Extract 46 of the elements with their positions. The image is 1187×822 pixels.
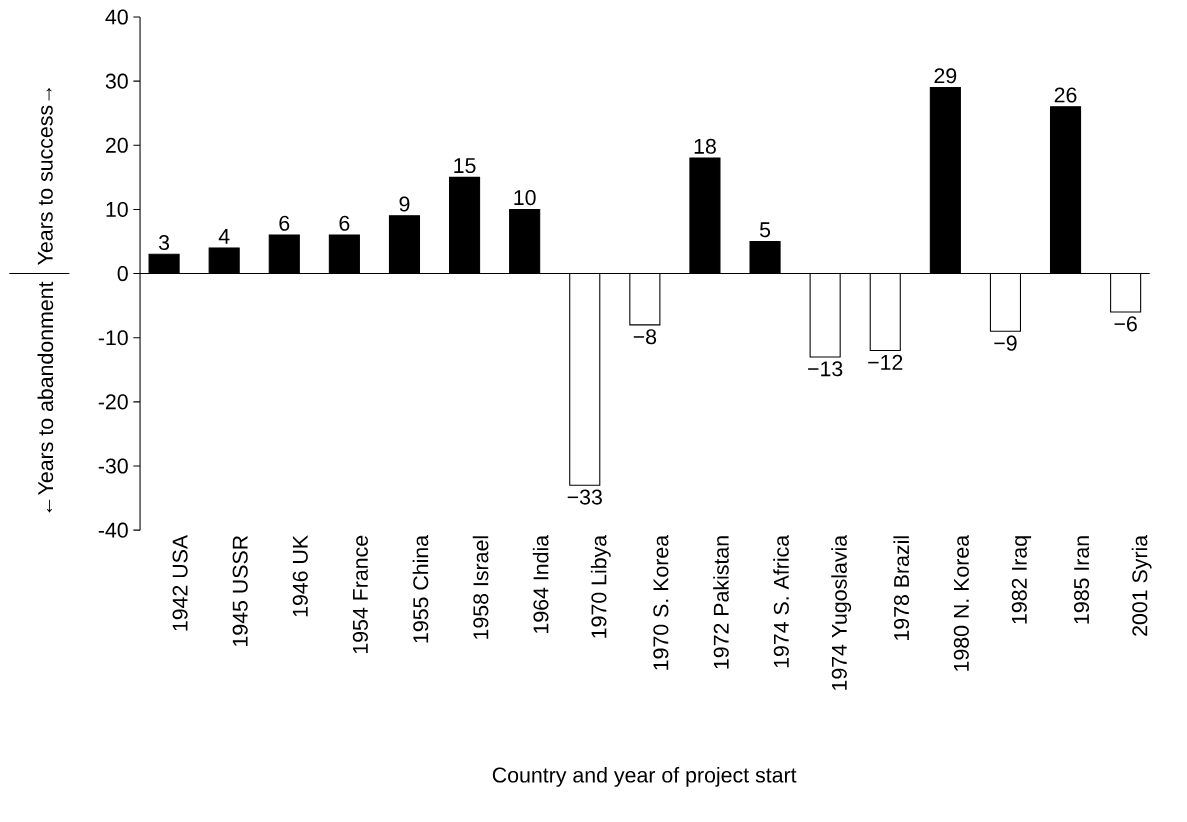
data-label: −6 <box>1114 316 1137 332</box>
data-label: 29 <box>934 68 957 84</box>
x-tick-label: 1970 S. Korea <box>653 534 669 670</box>
x-tick-label: 1946 UK <box>292 535 308 617</box>
data-label: 6 <box>279 215 290 231</box>
x-tick-label: 1974 S. Africa <box>773 534 789 668</box>
x-tick-label: 1982 Iraq <box>1011 536 1032 624</box>
data-label: 15 <box>454 158 476 173</box>
x-tick-label: 1955 China <box>412 534 429 643</box>
y-tick-label: -10 <box>98 330 128 346</box>
x-tick-label: 1945 USSR <box>232 535 248 646</box>
x-tick-label: 1954 France <box>352 535 368 653</box>
y-tick-label: -40 <box>98 522 128 538</box>
x-tick-label: 2001 Syria <box>1131 534 1152 636</box>
y-tick-label: 10 <box>106 201 128 217</box>
data-label: 6 <box>339 215 350 231</box>
x-tick-label: 1974 Yugoslavia <box>831 534 852 690</box>
y-tick-label: 40 <box>105 9 128 25</box>
x-tick-label: 1972 Pakistan <box>713 536 729 669</box>
data-label: 4 <box>218 228 230 244</box>
x-tick-label: 1985 Iran <box>1073 536 1090 624</box>
data-label: −9 <box>994 335 1017 351</box>
x-tick-label: 1980 N. Korea <box>953 534 969 671</box>
x-tick-label: 1964 India <box>532 534 549 633</box>
x-tick-label: 1970 Libya <box>590 534 611 638</box>
data-label: 10 <box>514 189 536 206</box>
data-label: 5 <box>759 222 771 238</box>
data-label: 18 <box>694 138 716 154</box>
data-label: −13 <box>808 361 843 377</box>
text: ←Years to abandonment <box>37 281 54 513</box>
data-label: 3 <box>158 234 170 250</box>
data-label: 26 <box>1054 87 1077 103</box>
x-tick-label: 1978 Brazil <box>893 536 910 640</box>
y-tick-label: 30 <box>105 73 128 89</box>
x-tick-label: 1958 Israel <box>472 536 489 639</box>
y-tick-label: -20 <box>98 394 128 410</box>
y-tick-label: 0 <box>117 265 128 282</box>
x-tick-label: 1942 USA <box>172 534 188 631</box>
y-tick-label: 20 <box>105 137 128 153</box>
data-label: −12 <box>868 354 903 370</box>
y-axis-title: Years to success→ <box>37 87 53 265</box>
data-label: −8 <box>633 329 657 345</box>
y-tick-label: -30 <box>98 458 128 474</box>
data-label: 9 <box>399 196 410 212</box>
x-axis-title: Country and year of project start <box>492 766 797 787</box>
data-label: −33 <box>567 489 602 505</box>
